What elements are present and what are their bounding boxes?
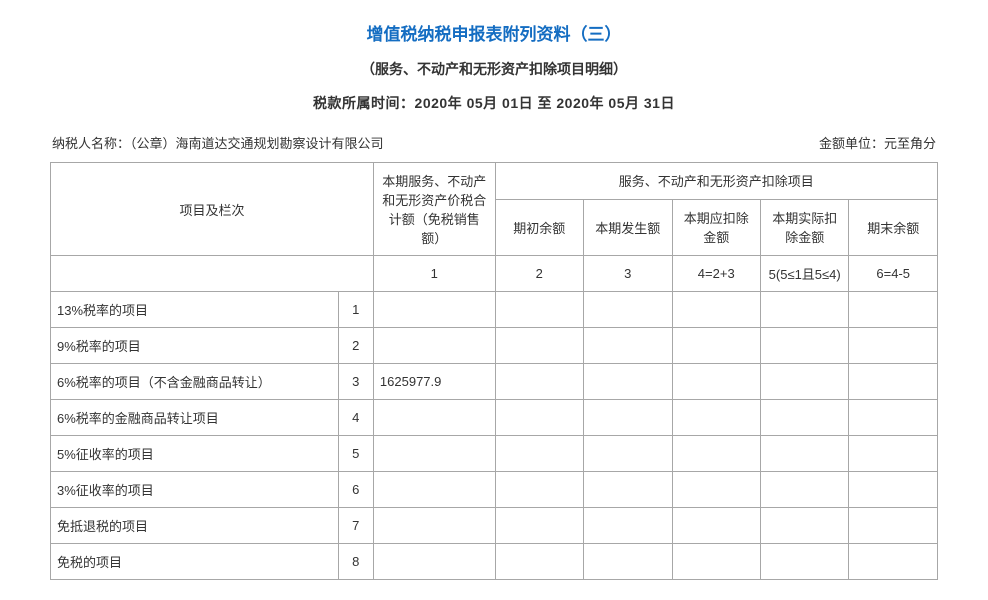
cell-c2 [495,292,583,328]
row-number: 1 [338,292,373,328]
cell-c1 [373,400,495,436]
table-row: 6%税率的项目（不含金融商品转让）31625977.9 [51,364,938,400]
cell-c1 [373,328,495,364]
cell-c2 [495,364,583,400]
document-subtitle: （服务、不动产和无形资产扣除项目明细） [50,59,938,79]
header-c5: 本期实际扣除金额 [760,199,848,255]
cell-c6 [849,292,938,328]
document-title: 增值税纳税申报表附列资料（三） [50,20,938,45]
row-label: 6%税率的项目（不含金融商品转让） [51,364,339,400]
table-row: 9%税率的项目2 [51,328,938,364]
row-number: 6 [338,472,373,508]
row-label: 13%税率的项目 [51,292,339,328]
row-number: 4 [338,400,373,436]
cell-c4 [672,292,760,328]
cell-c5 [760,400,848,436]
cell-c6 [849,328,938,364]
cell-c4 [672,328,760,364]
header-c6: 期末余额 [849,199,938,255]
cell-c4 [672,472,760,508]
cell-c1 [373,472,495,508]
cell-c2 [495,328,583,364]
cell-c5 [760,292,848,328]
header-c2: 期初余额 [495,199,583,255]
cell-c3 [584,328,672,364]
table-formula-row: 1 2 3 4=2+3 5(5≤1且5≤4) 6=4-5 [51,256,938,292]
cell-c4 [672,400,760,436]
cell-c1 [373,292,495,328]
cell-c5 [760,436,848,472]
row-label: 9%税率的项目 [51,328,339,364]
table-header-row-1: 项目及栏次 本期服务、不动产和无形资产价税合计额（免税销售额） 服务、不动产和无… [51,163,938,200]
period-value: 2020年 05月 01日 至 2020年 05月 31日 [415,95,675,111]
info-row: 纳税人名称：（公章）海南道达交通规划勘察设计有限公司 金额单位：元至角分 [50,133,938,152]
row-number: 5 [338,436,373,472]
cell-c5 [760,472,848,508]
header-c4: 本期应扣除金额 [672,199,760,255]
cell-c3 [584,400,672,436]
cell-c5 [760,508,848,544]
taxpayer-label: 纳税人名称： [52,136,130,151]
cell-c6 [849,508,938,544]
cell-c3 [584,472,672,508]
document-container: 增值税纳税申报表附列资料（三） （服务、不动产和无形资产扣除项目明细） 税款所属… [0,0,988,600]
period-label: 税款所属时间： [313,95,415,111]
formula-f1: 1 [373,256,495,292]
cell-c1 [373,508,495,544]
formula-f3: 3 [584,256,672,292]
tax-table: 项目及栏次 本期服务、不动产和无形资产价税合计额（免税销售额） 服务、不动产和无… [50,162,938,580]
taxpayer-info: 纳税人名称：（公章）海南道达交通规划勘察设计有限公司 [52,133,384,152]
cell-c6 [849,472,938,508]
table-row: 13%税率的项目1 [51,292,938,328]
taxpayer-value: （公章）海南道达交通规划勘察设计有限公司 [130,136,384,151]
amount-unit-info: 金额单位：元至角分 [819,133,936,152]
cell-c3 [584,292,672,328]
header-group: 服务、不动产和无形资产扣除项目 [495,163,937,200]
table-body: 13%税率的项目19%税率的项目26%税率的项目（不含金融商品转让）316259… [51,292,938,580]
cell-c2 [495,508,583,544]
cell-c5 [760,328,848,364]
unit-value: 元至角分 [884,136,936,151]
table-row: 5%征收率的项目5 [51,436,938,472]
cell-c6 [849,364,938,400]
cell-c6 [849,436,938,472]
unit-label: 金额单位： [819,136,884,151]
cell-c1 [373,436,495,472]
table-row: 3%征收率的项目6 [51,472,938,508]
cell-c3 [584,508,672,544]
cell-c6 [849,400,938,436]
row-label: 5%征收率的项目 [51,436,339,472]
row-label: 免抵退税的项目 [51,508,339,544]
cell-c3 [584,436,672,472]
cell-c5 [760,364,848,400]
row-number: 3 [338,364,373,400]
formula-f5: 5(5≤1且5≤4) [760,256,848,292]
cell-c2 [495,400,583,436]
cell-c1: 1625977.9 [373,364,495,400]
table-row: 6%税率的金融商品转让项目4 [51,400,938,436]
cell-c4 [672,508,760,544]
cell-c4 [672,436,760,472]
formula-f2: 2 [495,256,583,292]
formula-f6: 6=4-5 [849,256,938,292]
header-col1: 本期服务、不动产和无形资产价税合计额（免税销售额） [373,163,495,256]
table-row: 免抵退税的项目7 [51,508,938,544]
row-number: 2 [338,328,373,364]
header-c3: 本期发生额 [584,199,672,255]
tax-period: 税款所属时间：2020年 05月 01日 至 2020年 05月 31日 [50,93,938,113]
cell-c4 [672,364,760,400]
cell-c2 [495,472,583,508]
row-label: 3%征收率的项目 [51,472,339,508]
cell-c2 [495,436,583,472]
row-label: 6%税率的金融商品转让项目 [51,400,339,436]
header-item-col: 项目及栏次 [51,163,374,256]
formula-f4: 4=2+3 [672,256,760,292]
cell-c3 [584,364,672,400]
formula-blank [51,256,374,292]
row-number: 7 [338,508,373,544]
